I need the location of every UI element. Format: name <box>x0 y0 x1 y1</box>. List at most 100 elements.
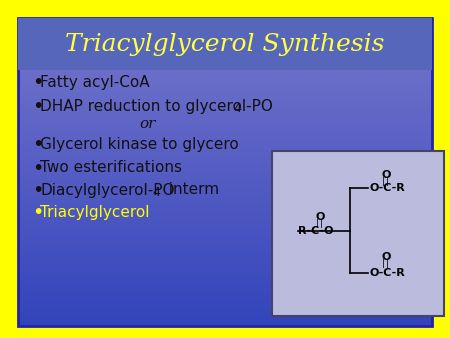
Bar <box>18 212 432 214</box>
Text: ||: || <box>315 219 325 228</box>
Bar <box>18 98 432 100</box>
Bar <box>18 123 432 124</box>
Bar <box>18 146 432 147</box>
Bar <box>18 135 432 137</box>
Bar <box>18 246 432 247</box>
Bar <box>18 267 432 269</box>
Bar <box>18 260 432 261</box>
Bar <box>18 169 432 170</box>
Bar <box>18 200 432 201</box>
Bar <box>18 61 432 63</box>
Bar <box>18 29 432 30</box>
Bar <box>18 209 432 211</box>
Text: •: • <box>32 136 43 154</box>
Bar <box>18 224 432 226</box>
Bar <box>18 315 432 317</box>
Bar <box>18 232 432 234</box>
Bar <box>18 137 432 138</box>
Text: ||: || <box>381 176 391 186</box>
Bar <box>18 278 432 280</box>
Bar <box>18 121 432 123</box>
Bar <box>18 244 432 246</box>
Bar <box>18 103 432 104</box>
Text: 4: 4 <box>152 187 160 199</box>
Bar <box>18 281 432 283</box>
Bar <box>18 234 432 235</box>
Bar <box>18 235 432 237</box>
Bar <box>18 250 432 252</box>
Bar <box>18 181 432 183</box>
Bar <box>18 70 432 72</box>
Bar <box>18 298 432 300</box>
Bar <box>18 237 432 238</box>
Bar <box>18 144 432 146</box>
Bar <box>18 180 432 181</box>
Bar <box>18 172 432 173</box>
Bar <box>18 76 432 78</box>
Bar <box>18 41 432 43</box>
Text: Diacylglycerol-PO: Diacylglycerol-PO <box>40 183 175 197</box>
Bar <box>18 32 432 33</box>
Text: Fatty acyl-CoA: Fatty acyl-CoA <box>40 75 149 91</box>
Text: O-C-R: O-C-R <box>370 183 406 193</box>
Bar <box>18 26 432 27</box>
Bar <box>18 252 432 254</box>
Bar <box>18 69 432 70</box>
Bar <box>18 197 432 198</box>
Text: O: O <box>315 213 325 222</box>
Bar <box>18 306 432 308</box>
Bar <box>18 95 432 97</box>
Bar <box>18 114 432 115</box>
Bar <box>18 263 432 264</box>
Bar <box>18 211 432 212</box>
Bar <box>18 191 432 192</box>
Bar <box>18 107 432 109</box>
Bar <box>18 206 432 208</box>
Bar <box>18 243 432 244</box>
Bar <box>18 215 432 217</box>
Bar <box>18 275 432 277</box>
Bar <box>18 324 432 326</box>
Bar <box>18 147 432 149</box>
Bar <box>18 187 432 189</box>
Bar <box>18 80 432 81</box>
Bar <box>18 173 432 175</box>
Bar <box>18 24 432 26</box>
Bar <box>18 274 432 275</box>
Bar <box>18 272 432 274</box>
Bar <box>18 140 432 141</box>
Bar <box>18 280 432 281</box>
Text: 4: 4 <box>233 102 241 116</box>
Bar <box>18 37 432 38</box>
Bar <box>18 289 432 291</box>
Text: Two esterifications: Two esterifications <box>40 161 182 175</box>
Bar <box>18 30 432 32</box>
Bar <box>18 90 432 92</box>
Bar <box>18 53 432 55</box>
Bar <box>18 229 432 231</box>
Bar <box>18 101 432 103</box>
Bar <box>18 301 432 303</box>
Bar <box>18 63 432 64</box>
Bar <box>18 261 432 263</box>
Bar <box>18 153 432 155</box>
Bar <box>18 184 432 186</box>
Bar <box>18 112 432 114</box>
Bar <box>18 72 432 73</box>
Bar <box>18 195 432 197</box>
Bar <box>18 247 432 249</box>
Bar <box>18 167 432 169</box>
Bar <box>18 20 432 21</box>
Bar <box>18 320 432 321</box>
Bar <box>18 86 432 87</box>
Bar <box>18 178 432 180</box>
Bar <box>18 143 432 144</box>
Text: ||: || <box>381 259 391 267</box>
Bar <box>18 295 432 297</box>
Bar <box>18 50 432 52</box>
Bar <box>18 84 432 86</box>
Bar <box>18 104 432 106</box>
Bar <box>18 317 432 318</box>
Bar <box>18 163 432 164</box>
Bar <box>18 126 432 127</box>
